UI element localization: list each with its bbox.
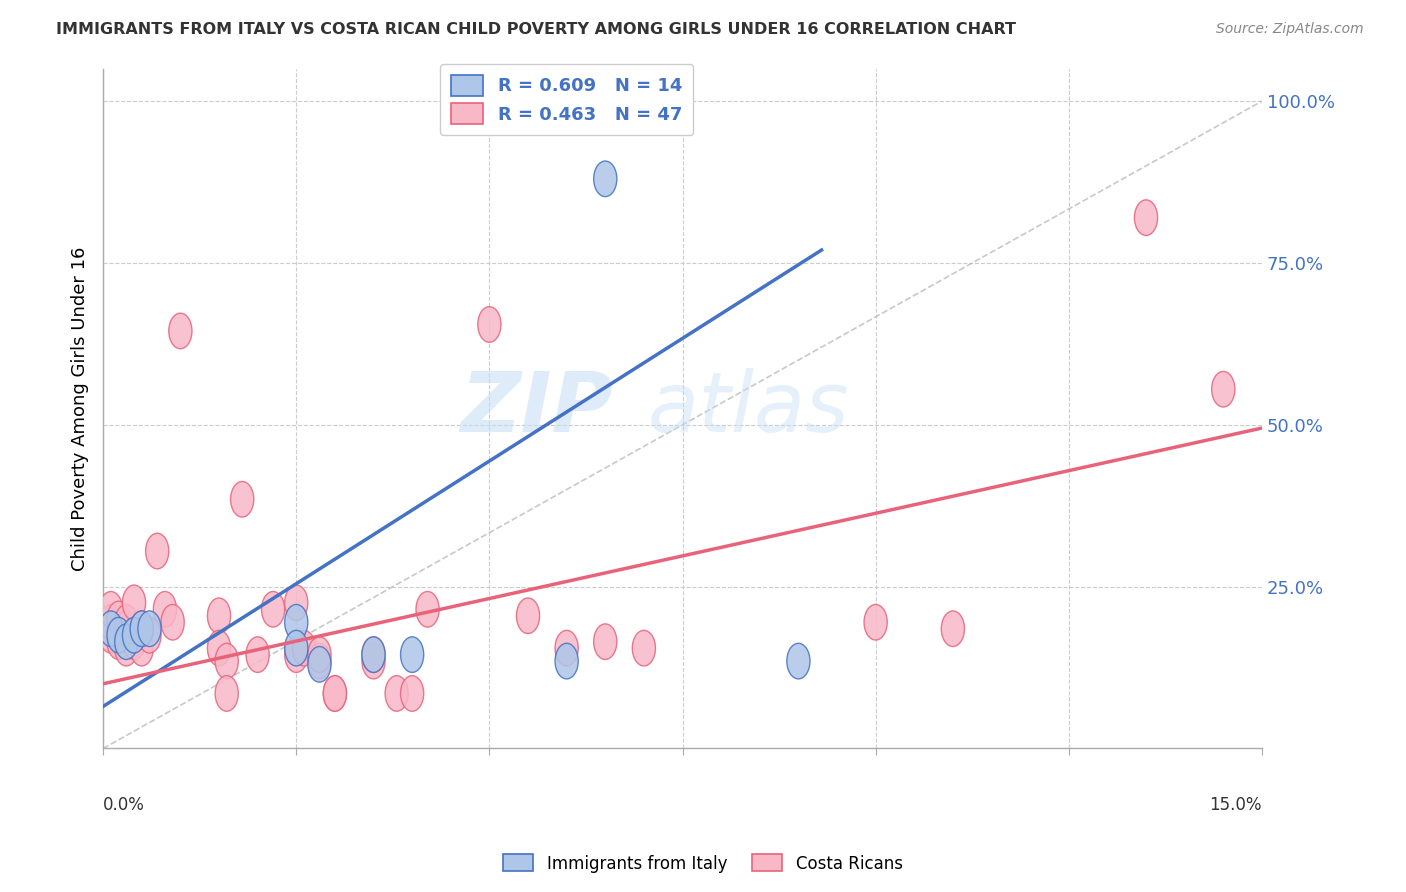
Ellipse shape [115,631,138,666]
Ellipse shape [262,591,284,627]
Ellipse shape [146,533,169,569]
Ellipse shape [138,611,162,647]
Ellipse shape [308,643,330,679]
Ellipse shape [107,615,131,649]
Ellipse shape [131,611,153,647]
Ellipse shape [555,643,578,679]
Ellipse shape [555,631,578,666]
Ellipse shape [138,617,162,653]
Ellipse shape [115,611,138,647]
Ellipse shape [284,605,308,640]
Ellipse shape [865,605,887,640]
Ellipse shape [115,624,138,659]
Ellipse shape [385,675,408,711]
Ellipse shape [478,307,501,343]
Ellipse shape [284,631,308,666]
Ellipse shape [246,637,269,673]
Ellipse shape [633,631,655,666]
Ellipse shape [1135,200,1157,235]
Ellipse shape [100,605,122,640]
Ellipse shape [153,591,177,627]
Legend: R = 0.609   N = 14, R = 0.463   N = 47: R = 0.609 N = 14, R = 0.463 N = 47 [440,64,693,135]
Ellipse shape [169,313,193,349]
Text: ZIP: ZIP [460,368,613,450]
Ellipse shape [122,624,146,659]
Ellipse shape [401,675,423,711]
Text: atlas: atlas [648,368,849,450]
Text: IMMIGRANTS FROM ITALY VS COSTA RICAN CHILD POVERTY AMONG GIRLS UNDER 16 CORRELAT: IMMIGRANTS FROM ITALY VS COSTA RICAN CHI… [56,22,1017,37]
Ellipse shape [122,585,146,621]
Ellipse shape [131,611,153,647]
Ellipse shape [401,637,423,673]
Ellipse shape [100,591,122,627]
Ellipse shape [308,637,330,673]
Ellipse shape [361,643,385,679]
Ellipse shape [361,637,385,673]
Ellipse shape [131,631,153,666]
Ellipse shape [323,675,346,711]
Ellipse shape [115,605,138,640]
Ellipse shape [323,675,346,711]
Ellipse shape [593,624,617,659]
Ellipse shape [107,624,131,659]
Ellipse shape [215,643,239,679]
Ellipse shape [162,605,184,640]
Ellipse shape [361,637,385,673]
Ellipse shape [122,617,146,653]
Ellipse shape [308,647,330,682]
Ellipse shape [516,598,540,633]
Ellipse shape [100,611,122,647]
Ellipse shape [593,161,617,196]
Ellipse shape [231,482,253,517]
Ellipse shape [292,631,315,666]
Ellipse shape [787,643,810,679]
Text: 0.0%: 0.0% [103,796,145,814]
Ellipse shape [208,631,231,666]
Ellipse shape [941,611,965,647]
Ellipse shape [208,598,231,633]
Legend: Immigrants from Italy, Costa Ricans: Immigrants from Italy, Costa Ricans [496,847,910,880]
Ellipse shape [284,585,308,621]
Ellipse shape [284,637,308,673]
Ellipse shape [416,591,439,627]
Ellipse shape [107,601,131,637]
Ellipse shape [215,675,239,711]
Ellipse shape [1212,371,1234,407]
Ellipse shape [122,617,146,653]
Y-axis label: Child Poverty Among Girls Under 16: Child Poverty Among Girls Under 16 [72,246,89,571]
Ellipse shape [107,617,131,653]
Text: 15.0%: 15.0% [1209,796,1263,814]
Ellipse shape [100,617,122,653]
Text: Source: ZipAtlas.com: Source: ZipAtlas.com [1216,22,1364,37]
